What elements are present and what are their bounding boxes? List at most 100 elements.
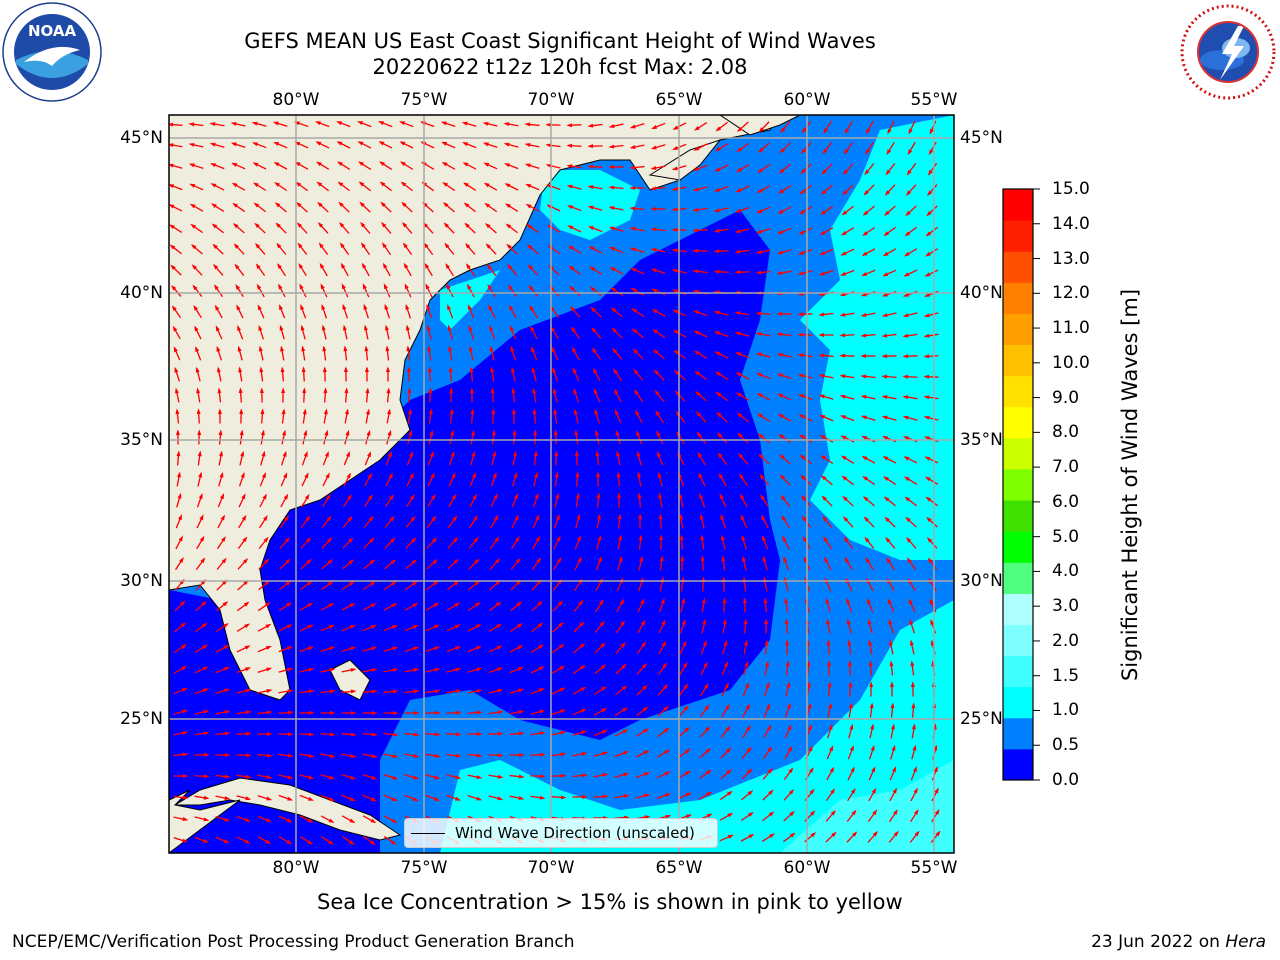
wind-wave-arrow [510, 601, 523, 612]
sea-ice-note: Sea Ice Concentration > 15% is shown in … [317, 890, 903, 914]
wind-wave-arrow [278, 667, 294, 673]
wind-wave-arrow [406, 345, 411, 361]
wind-wave-arrow [927, 162, 938, 176]
wind-wave-arrow [360, 242, 371, 256]
wind-wave-arrow [629, 185, 645, 190]
wind-wave-arrow [671, 207, 687, 212]
wind-wave-arrow [188, 163, 204, 170]
wind-wave-arrow [572, 367, 580, 382]
wind-wave-arrow [194, 688, 209, 695]
wind-wave-arrow [881, 312, 897, 318]
wind-wave-arrow [462, 142, 477, 149]
wind-wave-arrow [867, 831, 878, 843]
wind-wave-arrow [236, 753, 252, 758]
wind-wave-arrow [363, 515, 374, 528]
wind-wave-arrow [797, 353, 813, 358]
wind-wave-arrow [573, 387, 580, 403]
wind-wave-arrow [469, 472, 476, 487]
wind-wave-arrow [658, 597, 665, 613]
wind-wave-arrow [596, 492, 601, 508]
wind-wave-arrow [763, 703, 771, 718]
wind-wave-arrow [909, 830, 920, 843]
wind-wave-arrow [383, 581, 397, 591]
wind-wave-arrow [865, 557, 874, 571]
wind-wave-arrow [797, 332, 813, 337]
wind-wave-arrow [776, 311, 792, 316]
wind-wave-arrow [254, 222, 266, 234]
wind-wave-arrow [883, 496, 896, 507]
wind-wave-arrow [840, 269, 855, 276]
wind-wave-arrow [734, 331, 750, 337]
wind-wave-arrow [784, 618, 789, 634]
lon-label-top: 80°W [272, 90, 320, 110]
wind-wave-arrow [843, 141, 854, 155]
wind-wave-arrow [342, 324, 348, 340]
wind-wave-arrow [784, 597, 789, 613]
lon-label-top: 55°W [910, 90, 958, 110]
wind-wave-arrow [176, 471, 181, 487]
wind-wave-arrow [868, 639, 873, 655]
wind-wave-arrow [359, 201, 371, 213]
wind-wave-arrow [902, 333, 918, 338]
wind-wave-arrow [595, 429, 600, 445]
wind-wave-arrow [784, 702, 791, 718]
wind-wave-arrow [762, 811, 775, 822]
wind-wave-arrow [863, 184, 875, 196]
wind-wave-arrow [741, 768, 753, 780]
wind-wave-arrow [363, 537, 375, 549]
wind-wave-arrow [299, 836, 313, 845]
wind-wave-arrow [358, 181, 371, 192]
wind-wave-arrow [425, 689, 441, 694]
wind-wave-arrow [381, 242, 392, 256]
wind-wave-arrow [588, 226, 603, 233]
wind-wave-arrow [882, 456, 897, 464]
wind-wave-arrow [692, 186, 708, 192]
wind-wave-arrow [910, 766, 917, 781]
wind-wave-arrow [762, 767, 773, 780]
wind-wave-arrow [236, 688, 252, 694]
wind-wave-arrow [237, 325, 244, 340]
wind-wave-arrow [488, 304, 496, 319]
wind-wave-arrow [299, 624, 314, 632]
wind-wave-arrow [341, 774, 357, 780]
colorbar-tick-label: 7.0 [1052, 457, 1080, 478]
wind-wave-arrow [425, 753, 441, 758]
wind-wave-arrow [425, 794, 440, 801]
wind-wave-arrow [531, 600, 543, 612]
wind-wave-arrow [614, 729, 629, 737]
wind-wave-arrow [889, 639, 894, 655]
wind-wave-arrow [629, 144, 645, 149]
wind-wave-arrow [469, 387, 474, 403]
wind-wave-arrow [868, 766, 876, 781]
chart-subtitle: 20220622 t12z 120h fcst Max: 2.08 [372, 55, 748, 79]
wind-wave-arrow [552, 387, 558, 403]
wind-wave-arrow [575, 513, 581, 529]
wind-wave-arrow [863, 516, 875, 528]
wind-wave-arrow [446, 689, 462, 694]
wind-wave-arrow [911, 702, 916, 718]
wind-wave-arrow [734, 311, 750, 316]
wind-wave-arrow [212, 243, 224, 255]
wind-wave-arrow [400, 181, 413, 192]
wind-wave-arrow [530, 688, 545, 695]
wind-wave-arrow [320, 815, 335, 823]
wind-wave-arrow [386, 387, 391, 403]
wind-wave-arrow [847, 660, 852, 676]
wind-wave-arrow [362, 668, 378, 673]
wind-wave-arrow [881, 395, 897, 400]
colorbar-tick-label: 2.0 [1052, 630, 1080, 651]
wind-wave-arrow [511, 408, 516, 424]
nws-logo [1180, 4, 1276, 100]
wind-wave-arrow [608, 123, 624, 129]
wind-wave-arrow [740, 514, 748, 529]
wind-wave-arrow [504, 183, 519, 191]
wind-wave-arrow [218, 471, 224, 487]
lon-label-top: 65°W [655, 90, 703, 110]
wind-wave-arrow [572, 752, 588, 757]
wind-wave-arrow [322, 472, 330, 487]
wind-wave-arrow [608, 206, 624, 211]
wind-wave-arrow [194, 622, 208, 633]
wind-wave-arrow [656, 771, 671, 779]
wind-wave-arrow [903, 248, 918, 257]
wind-wave-arrow [616, 450, 621, 466]
